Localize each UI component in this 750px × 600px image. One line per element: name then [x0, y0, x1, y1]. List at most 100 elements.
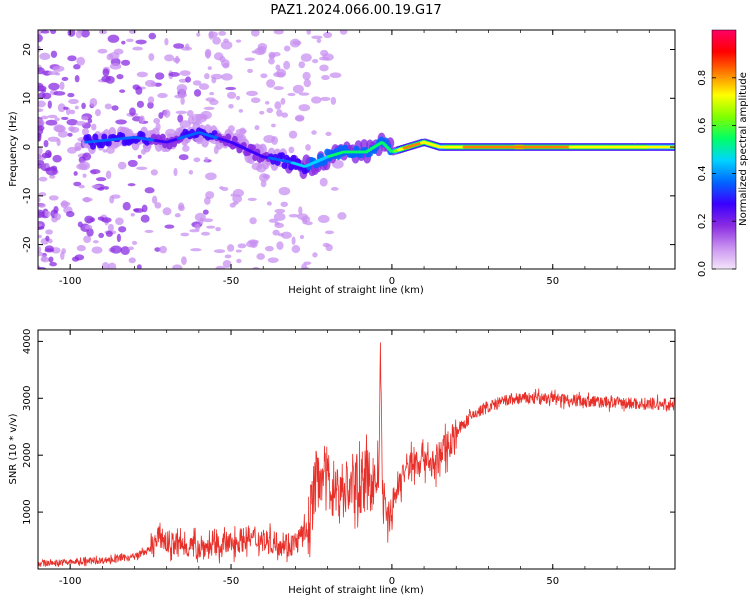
spectrogram-noise-blob [110, 245, 122, 254]
colorbar-frame [711, 29, 737, 270]
spectrogram-noise-blob [69, 109, 76, 115]
spectrogram-noise-blob [105, 170, 112, 180]
spectrogram-noise-blob [301, 216, 311, 223]
spectrogram-noise-blob [195, 113, 207, 123]
spectrogram-noise-blob [215, 226, 221, 232]
spectrogram-ridge-band [324, 148, 331, 156]
spectrogram-noise-blob [312, 59, 319, 64]
spectrogram-noise-blob [176, 84, 188, 93]
spectrogram-noise-blob [325, 244, 333, 252]
spectrogram-ridge-band [90, 142, 97, 150]
spectrogram-noise-blob [312, 252, 318, 258]
spectrogram-noise-blob [281, 112, 289, 118]
spectrogram-noise-blob [311, 130, 317, 135]
spectrogram-noise-blob [38, 266, 47, 269]
spectrogram-noise-blob [76, 56, 86, 66]
spectrogram-noise-blob [40, 89, 47, 93]
spectrogram-noise-blob [237, 243, 247, 249]
spectrogram-noise-blob [41, 92, 52, 100]
spectrogram-noise-blob [91, 246, 103, 254]
spectrogram-noise-blob [81, 116, 89, 121]
spectrogram-noise-blob [291, 236, 296, 245]
spectrogram-noise-blob [311, 96, 322, 104]
spectrogram-noise-blob [38, 67, 45, 75]
colorbar-tick-label: 0.8 [697, 70, 708, 86]
spectrogram-noise-blob [147, 96, 155, 104]
spectrogram-noise-blob [118, 226, 127, 233]
spectrogram-noise-blob [144, 187, 155, 194]
y-tick-label: 4000 [22, 329, 33, 354]
spectrogram-noise-blob [104, 103, 112, 110]
spectrogram-noise-blob [178, 92, 187, 98]
spectrogram-noise-blob [222, 62, 230, 69]
spectrogram-noise-blob [95, 177, 107, 182]
spectrogram-noise-blob [204, 48, 212, 58]
spectrogram-noise-blob [128, 257, 136, 264]
spectrogram-noise-blob [179, 70, 191, 77]
spectrogram-ridge-band [99, 141, 106, 149]
colorbar-gradient [712, 30, 736, 269]
spectrogram-noise-blob [266, 79, 276, 88]
spectrogram-noise-blob [227, 91, 237, 99]
spectrogram-noise-blob [154, 72, 165, 80]
spectrogram-noise-blob [295, 114, 305, 122]
spectrogram-noise-blob [158, 112, 164, 119]
spectrogram-noise-blob [247, 197, 257, 201]
spectrogram-noise-blob [162, 207, 172, 216]
spectrogram-noise-blob [205, 191, 215, 200]
spectrogram-noise-blob [303, 79, 312, 88]
spectrogram-noise-blob [251, 162, 263, 171]
colorbar-ticks: 0.0 0.2 0.4 0.6 0.8 [697, 70, 736, 277]
spectrogram-noise-blob [168, 72, 180, 77]
spectrogram-noise-blob [38, 246, 42, 253]
spectrogram-noise-blob [277, 233, 285, 237]
spectrogram-noise-blob [236, 258, 242, 264]
x-tick-label: -100 [59, 576, 82, 587]
y-tick-label: 3000 [22, 386, 33, 411]
spectrogram-noise-blob [38, 251, 44, 257]
spectrogram-noise-blob [131, 240, 138, 245]
spectrogram-noise-blob [267, 257, 279, 263]
spectrogram-noise-blob [38, 45, 41, 53]
spectrogram-noise-blob [154, 247, 161, 252]
spectrogram-noise-blob [60, 200, 69, 209]
spectrogram-ridge-band [159, 133, 166, 141]
spectrogram-noise-blob [115, 119, 127, 125]
spectrogram-noise-blob [298, 61, 306, 69]
spectrogram-noise-blob [38, 108, 44, 112]
spectrogram-noise-blob [304, 221, 313, 226]
spectrogram-noise-blob [67, 132, 73, 137]
spectrogram-noise-blob [141, 204, 148, 213]
spectrogram-noise-blob [122, 201, 131, 211]
spectrogram-noise-blob [50, 50, 58, 58]
spectrogram-noise-blob [276, 109, 283, 117]
spectrogram-noise-blob [249, 217, 257, 225]
spectrogram-noise-blob [260, 73, 268, 79]
spectrogram-noise-blob [74, 75, 80, 83]
spectrogram-noise-blob [38, 223, 43, 228]
spectrogram-noise-blob [226, 244, 235, 252]
spectrogram-noise-blob [298, 206, 303, 215]
spectrogram-noise-blob [67, 92, 75, 98]
spectrogram-noise-blob [108, 52, 120, 60]
spectrogram-noise-blob [194, 212, 206, 222]
spectrogram-noise-blob [273, 30, 284, 35]
spectrogram-noise-blob [287, 92, 296, 97]
x-tick-label: -50 [223, 576, 239, 587]
spectrogram-noise-blob [273, 212, 286, 222]
figure-title: PAZ1.2024.066.00.19.G17 [270, 3, 441, 18]
spectrogram-noise-blob [78, 161, 91, 171]
spectrogram-noise-blob [116, 233, 121, 243]
spectrogram-noise-blob [137, 154, 142, 159]
spectrogram-noise-blob [298, 104, 311, 112]
spectrogram-noise-blob [172, 264, 183, 269]
spectrogram-noise-blob [218, 30, 227, 36]
spectrogram-noise-blob [202, 209, 209, 215]
spectrogram-noise-blob [319, 177, 328, 187]
spectrogram-noise-blob [339, 30, 348, 35]
colorbar-tick-label: 0.0 [697, 261, 708, 277]
spectrogram-noise-blob [107, 262, 117, 269]
spectrogram-ridge-band [281, 162, 288, 170]
spectrogram-noise-blob [268, 51, 276, 59]
spectrogram-noise-blob [74, 105, 79, 110]
